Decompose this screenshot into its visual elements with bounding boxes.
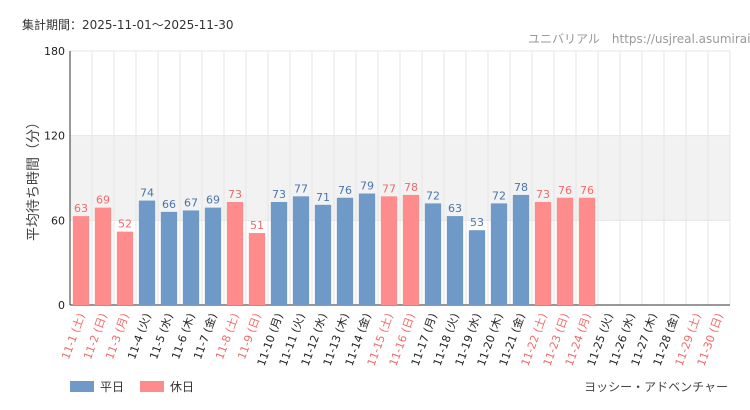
- bar-21: [512, 194, 530, 305]
- y-axis-title: 平均待ち時間（分）: [26, 115, 42, 241]
- legend-swatch-holiday: [140, 381, 165, 392]
- value-label: 78: [404, 181, 418, 194]
- bar-22: [534, 201, 552, 305]
- y-tick-label: 60: [51, 214, 65, 227]
- value-label: 63: [448, 202, 462, 215]
- bar-2: [94, 207, 112, 305]
- legend: 平日 休日: [70, 378, 210, 395]
- value-label: 72: [426, 189, 440, 202]
- bar-24: [578, 197, 596, 305]
- bar-8: [226, 201, 244, 305]
- period-label: 集計期間：2025-11-01～2025-11-30: [22, 18, 234, 32]
- legend-item-weekday: 平日: [70, 378, 124, 395]
- y-tick-label: 0: [58, 299, 65, 312]
- site-label: ユニバリアル https://usjreal.asumirai.info: [528, 32, 750, 46]
- bar-5: [160, 211, 178, 305]
- value-label: 63: [74, 202, 88, 215]
- source-label: ヨッシー・アドベンチャー: [584, 380, 728, 394]
- bar-6: [182, 210, 200, 305]
- value-label: 69: [206, 194, 220, 207]
- bar-11: [292, 196, 310, 305]
- bar-1: [72, 216, 90, 305]
- value-label: 72: [492, 189, 506, 202]
- value-label: 79: [360, 180, 374, 193]
- value-label: 52: [118, 218, 132, 231]
- value-label: 76: [338, 184, 352, 197]
- bar-4: [138, 200, 156, 305]
- bar-10: [270, 201, 288, 305]
- bar-23: [556, 197, 574, 305]
- value-label: 78: [514, 181, 528, 194]
- value-label: 77: [382, 182, 396, 195]
- value-label: 73: [536, 188, 550, 201]
- bar-16: [402, 194, 420, 305]
- value-label: 69: [96, 194, 110, 207]
- bar-18: [446, 216, 464, 305]
- bar-13: [336, 197, 354, 305]
- legend-swatch-weekday: [70, 381, 94, 392]
- y-tick-label: 180: [44, 45, 65, 58]
- value-label: 67: [184, 196, 198, 209]
- bar-9: [248, 233, 266, 305]
- bar-20: [490, 203, 508, 305]
- bar-3: [116, 231, 134, 305]
- value-label: 76: [580, 184, 594, 197]
- value-label: 73: [272, 188, 286, 201]
- bar-7: [204, 207, 222, 305]
- legend-label-holiday: 休日: [170, 380, 195, 394]
- bar-17: [424, 203, 442, 305]
- legend-item-holiday: 休日: [140, 378, 194, 395]
- value-label: 51: [250, 219, 264, 232]
- value-label: 71: [316, 191, 330, 204]
- value-label: 76: [558, 184, 572, 197]
- value-label: 66: [162, 198, 176, 211]
- bar-19: [468, 230, 486, 305]
- value-label: 53: [470, 216, 484, 229]
- value-label: 74: [140, 187, 154, 200]
- bar-14: [358, 193, 376, 305]
- legend-label-weekday: 平日: [100, 380, 125, 394]
- bar-15: [380, 196, 398, 305]
- value-label: 77: [294, 182, 308, 195]
- y-tick-label: 120: [44, 130, 65, 143]
- bar-12: [314, 204, 332, 305]
- value-label: 73: [228, 188, 242, 201]
